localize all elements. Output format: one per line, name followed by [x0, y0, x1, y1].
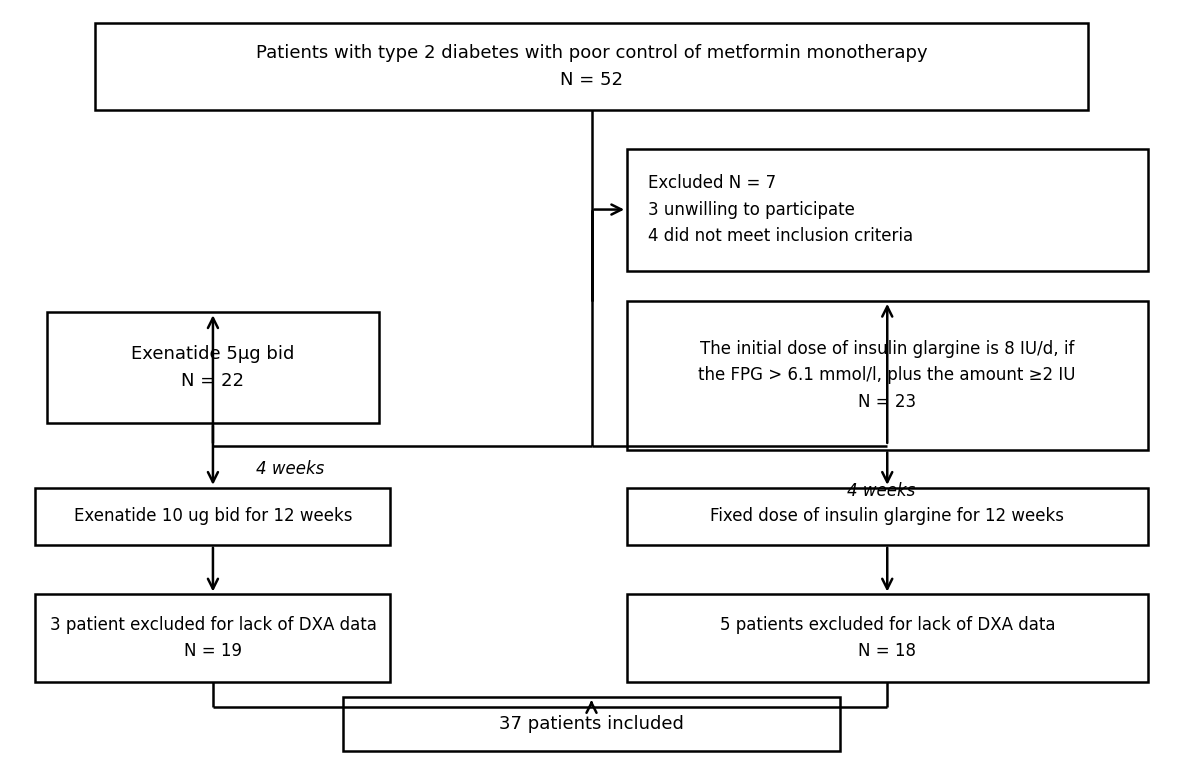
Text: The initial dose of insulin glargine is 8 IU/d, if
the FPG > 6.1 mmol/l, plus th: The initial dose of insulin glargine is …: [698, 340, 1077, 411]
Bar: [627, 594, 1148, 682]
Text: 4 weeks: 4 weeks: [256, 459, 324, 478]
Text: 4 weeks: 4 weeks: [847, 482, 916, 501]
Bar: [35, 594, 390, 682]
Text: Patients with type 2 diabetes with poor control of metformin monotherapy
N = 52: Patients with type 2 diabetes with poor …: [256, 44, 927, 89]
Text: 3 patient excluded for lack of DXA data
N = 19: 3 patient excluded for lack of DXA data …: [50, 616, 376, 661]
Text: Excluded N = 7
3 unwilling to participate
4 did not meet inclusion criteria: Excluded N = 7 3 unwilling to participat…: [648, 174, 913, 245]
Bar: [35, 488, 390, 545]
Text: Fixed dose of insulin glargine for 12 weeks: Fixed dose of insulin glargine for 12 we…: [710, 507, 1065, 525]
Bar: [95, 23, 1088, 110]
Bar: [47, 312, 379, 423]
Bar: [627, 301, 1148, 450]
Text: Exenatide 5μg bid
N = 22: Exenatide 5μg bid N = 22: [131, 345, 295, 390]
Text: 37 patients included: 37 patients included: [499, 715, 684, 733]
Text: 5 patients excluded for lack of DXA data
N = 18: 5 patients excluded for lack of DXA data…: [719, 616, 1055, 661]
Bar: [343, 697, 840, 751]
Bar: [627, 488, 1148, 545]
Text: Exenatide 10 ug bid for 12 weeks: Exenatide 10 ug bid for 12 weeks: [73, 507, 353, 525]
Bar: [627, 149, 1148, 271]
